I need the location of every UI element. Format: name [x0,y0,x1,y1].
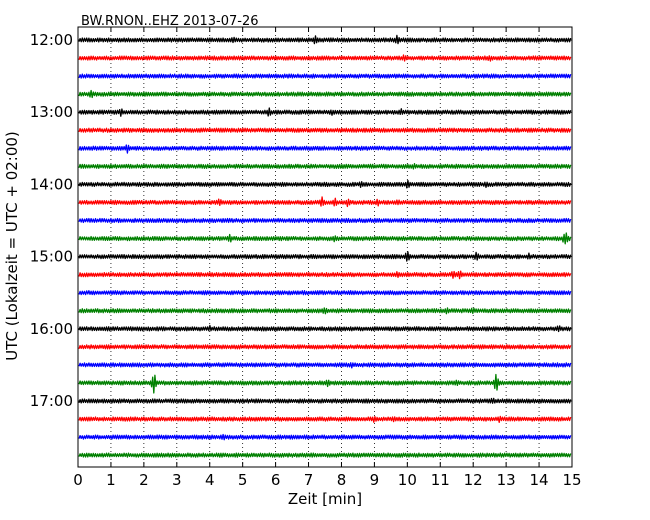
y-axis-label: UTC (Lokalzeit = UTC + 02:00) [3,131,21,361]
trace-line-1430 [78,217,572,224]
x-tick-label: 6 [271,471,281,489]
y-tick-label: 14:00 [30,175,73,193]
x-axis-label: Zeit [min] [288,490,362,508]
trace-line-1715 [78,415,572,424]
trace-line-1300 [78,107,572,117]
trace-line-1615 [78,344,572,350]
y-axis: 12:00 13:00 14:00 15:00 16:00 17:00 [30,31,572,410]
x-tick-label: 9 [370,471,380,489]
x-tick-label: 2 [139,471,149,489]
x-tick-label: 7 [304,471,314,489]
plot-frame [77,26,573,468]
y-tick-label: 16:00 [30,320,73,338]
y-tick-label: 15:00 [30,248,73,266]
y-tick-label: 12:00 [30,31,73,49]
trace-line-1330 [78,144,572,154]
y-tick-label: 13:00 [30,103,73,121]
trace-line-1730 [78,433,572,441]
x-tick-label: 4 [205,471,215,489]
trace-line-1200 [78,34,572,45]
trace-line-1700 [78,397,572,404]
x-tick-label: 13 [497,471,516,489]
trace-line-1345 [78,163,572,170]
grid-lines [110,27,540,467]
trace-line-1530 [78,290,572,296]
x-tick-label: 15 [562,471,581,489]
x-tick-label: 10 [398,471,417,489]
trace-line-1245 [78,89,572,99]
x-tick-label: 11 [431,471,450,489]
x-tick-label: 1 [106,471,116,489]
x-tick-label: 12 [464,471,483,489]
y-tick-label: 17:00 [30,392,73,410]
trace-line-1630 [78,362,572,369]
x-axis: 0 1 2 3 4 5 6 7 8 9 10 11 12 13 14 15 [73,27,582,489]
trace-line-1215 [78,54,572,62]
x-tick-label: 0 [73,471,83,489]
traces [78,34,572,458]
x-tick-label: 3 [172,471,182,489]
trace-line-1445 [78,232,572,245]
trace-line-1500 [78,251,572,262]
x-tick-label: 14 [530,471,549,489]
trace-line-1545 [78,307,572,315]
trace-line-1400 [78,179,572,189]
trace-line-1315 [78,127,572,133]
trace-line-1600 [78,324,572,333]
trace-line-1415 [78,196,572,208]
x-tick-label: 5 [238,471,248,489]
trace-line-1645 [78,373,572,394]
trace-line-1515 [78,270,572,280]
trace-line-1745 [78,452,572,458]
x-tick-label: 8 [337,471,347,489]
trace-line-1230 [78,73,572,79]
chart-title: BW.RNON..EHZ 2013-07-26 [81,14,259,29]
